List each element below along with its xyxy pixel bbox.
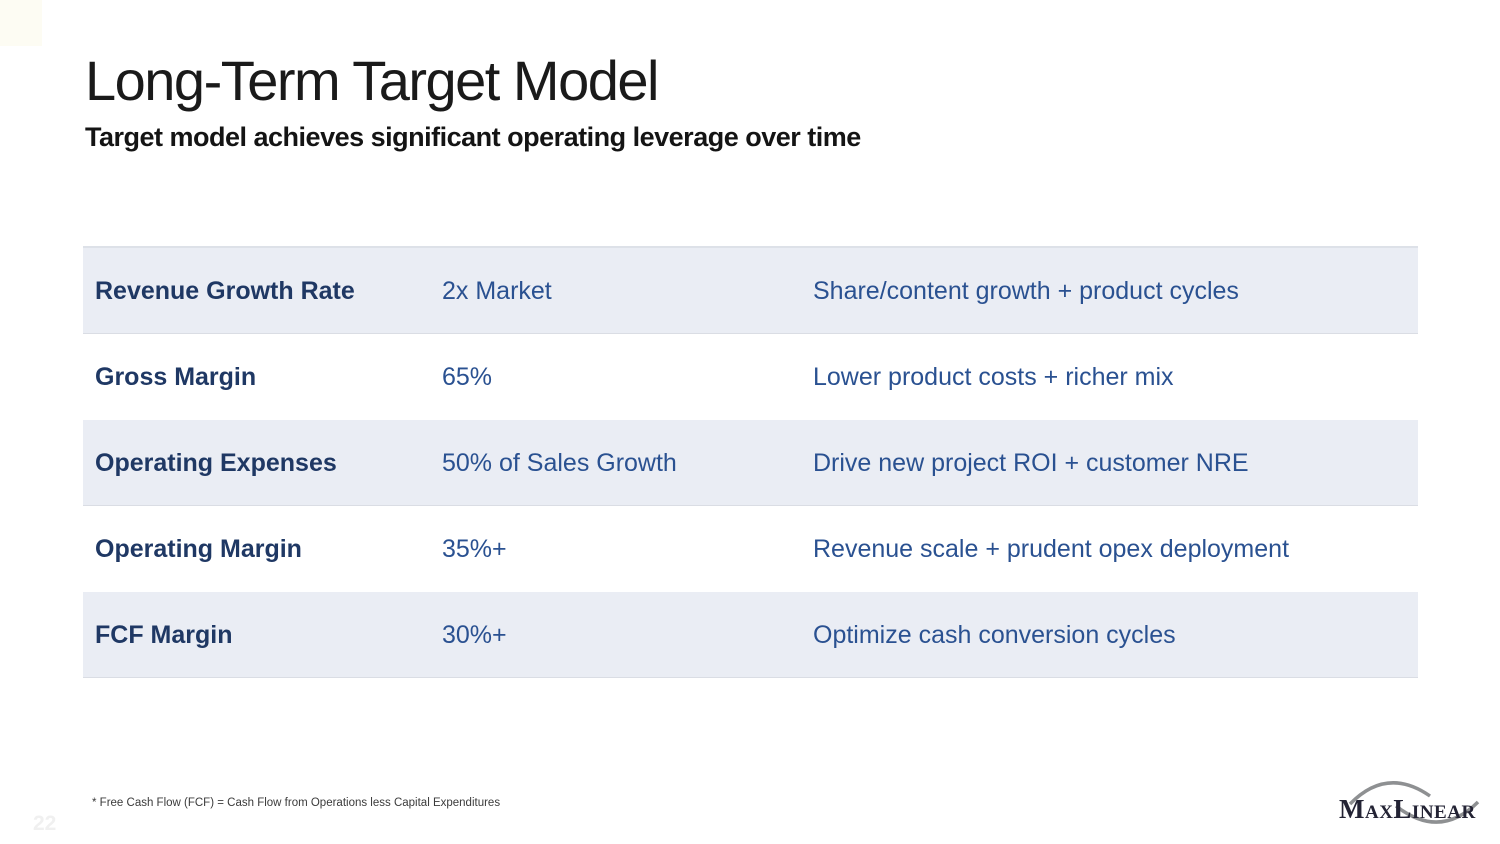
row-value: 65%	[442, 363, 493, 391]
maxlinear-logo: MaxLinear	[1336, 764, 1488, 830]
footnote: * Free Cash Flow (FCF) = Cash Flow from …	[92, 797, 501, 809]
table-row: Revenue Growth Rate 2x Market Share/cont…	[83, 248, 1418, 334]
row-value: 30%+	[442, 621, 507, 649]
row-label: Revenue Growth Rate	[95, 277, 355, 305]
logo-wave-top-icon	[1348, 781, 1432, 806]
row-value: 35%+	[442, 535, 507, 563]
row-driver: Revenue scale + prudent opex deployment	[813, 535, 1290, 563]
row-driver: Lower product costs + richer mix	[813, 363, 1174, 391]
logo-wave-bottom-icon	[1394, 800, 1480, 824]
row-label: Operating Expenses	[95, 449, 337, 477]
table-row: Gross Margin 65% Lower product costs + r…	[83, 334, 1418, 420]
table-row: Operating Expenses 50% of Sales Growth D…	[83, 420, 1418, 506]
table-row: Operating Margin 35%+ Revenue scale + pr…	[83, 506, 1418, 592]
page-subtitle: Target model achieves significant operat…	[85, 122, 861, 152]
target-model-table: Revenue Growth Rate 2x Market Share/cont…	[83, 246, 1418, 678]
row-value: 2x Market	[442, 277, 552, 305]
corner-accent	[0, 0, 42, 46]
page-number: 22	[33, 812, 57, 835]
row-value: 50% of Sales Growth	[442, 449, 677, 477]
page-title: Long-Term Target Model	[85, 49, 659, 112]
row-label: Gross Margin	[95, 363, 257, 391]
row-driver: Optimize cash conversion cycles	[813, 621, 1176, 649]
row-label: Operating Margin	[95, 535, 302, 563]
row-label: FCF Margin	[95, 621, 233, 649]
table-row: FCF Margin 30%+ Optimize cash conversion…	[83, 592, 1418, 678]
row-driver: Drive new project ROI + customer NRE	[813, 449, 1249, 477]
row-driver: Share/content growth + product cycles	[813, 277, 1239, 305]
logo-text: MaxLinear	[1339, 794, 1476, 824]
